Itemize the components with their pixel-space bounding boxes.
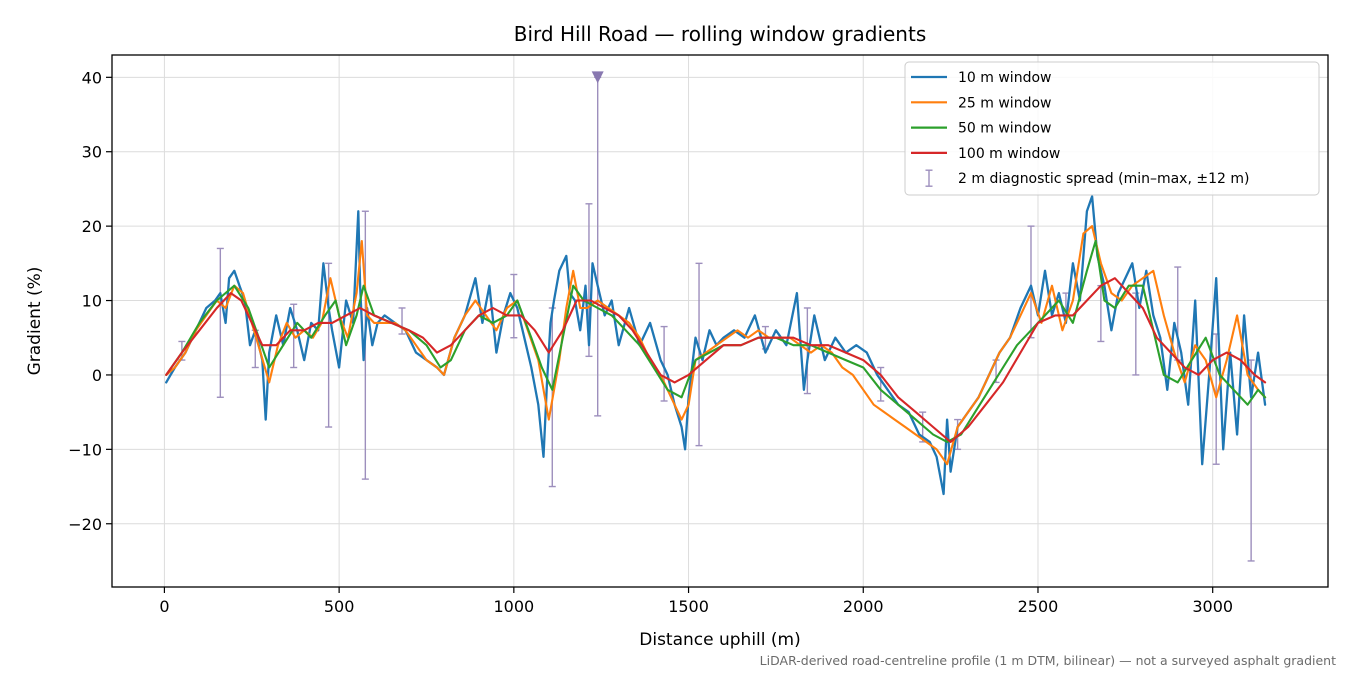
x-tick-label: 1500 xyxy=(668,597,709,616)
diagnostic-spread-bar xyxy=(695,262,703,447)
y-axis-title: Gradient (%) xyxy=(25,267,45,376)
x-tick-label: 500 xyxy=(324,597,355,616)
diagnostic-spread-bar xyxy=(954,418,962,451)
diagnostic-spread-bar xyxy=(398,307,406,335)
y-tick-label: 20 xyxy=(82,217,102,236)
legend: 10 m window 25 m window 50 m window 100 m w… xyxy=(904,61,1320,196)
diagnostic-spread-bars xyxy=(178,76,1255,562)
footnote: LiDAR-derived road-centreline profile (1… xyxy=(760,653,1336,668)
series-line-50-m-window xyxy=(165,239,1267,443)
x-tick-label: 2500 xyxy=(1018,597,1059,616)
chart-title: Bird Hill Road — rolling window gradient… xyxy=(514,22,927,46)
x-tick-label: 2000 xyxy=(843,597,884,616)
diagnostic-spread-bar xyxy=(216,247,224,398)
overflow-markers xyxy=(591,71,604,84)
series-line-100-m-window xyxy=(165,277,1267,443)
x-tick-label: 1000 xyxy=(493,597,534,616)
legend-label: 50 m window xyxy=(958,121,1051,137)
y-tick-label: −10 xyxy=(68,440,102,459)
legend-box xyxy=(904,61,1320,196)
plot-frame xyxy=(111,54,1329,588)
legend-label: 100 m window xyxy=(958,146,1060,162)
legend-label: 2 m diagnostic spread (min–max, ±12 m) xyxy=(958,171,1249,187)
series-lines xyxy=(165,195,1267,496)
y-tick-label: 40 xyxy=(82,68,102,87)
x-axis-title: Distance uphill (m) xyxy=(639,630,800,650)
x-tick-label: 3000 xyxy=(1192,597,1233,616)
y-tick-label: −20 xyxy=(68,515,102,534)
series-line-10-m-window xyxy=(165,195,1267,496)
grid xyxy=(112,55,1328,587)
diagnostic-spread-bar xyxy=(877,366,885,402)
diagnostic-spread-bar xyxy=(660,325,668,402)
y-tick-label: 30 xyxy=(82,143,102,162)
legend-label: 25 m window xyxy=(958,95,1051,111)
legend-label: 10 m window xyxy=(958,70,1051,86)
axis-ticks: 0 500 1000 1500 2000 2500 3000 −20 −10 0 10 20 30 40 xyxy=(68,68,1233,616)
x-tick-label: 0 xyxy=(159,597,169,616)
y-tick-label: 0 xyxy=(92,366,102,385)
overflow-triangle-marker xyxy=(591,71,604,84)
y-tick-label: 10 xyxy=(82,292,102,311)
